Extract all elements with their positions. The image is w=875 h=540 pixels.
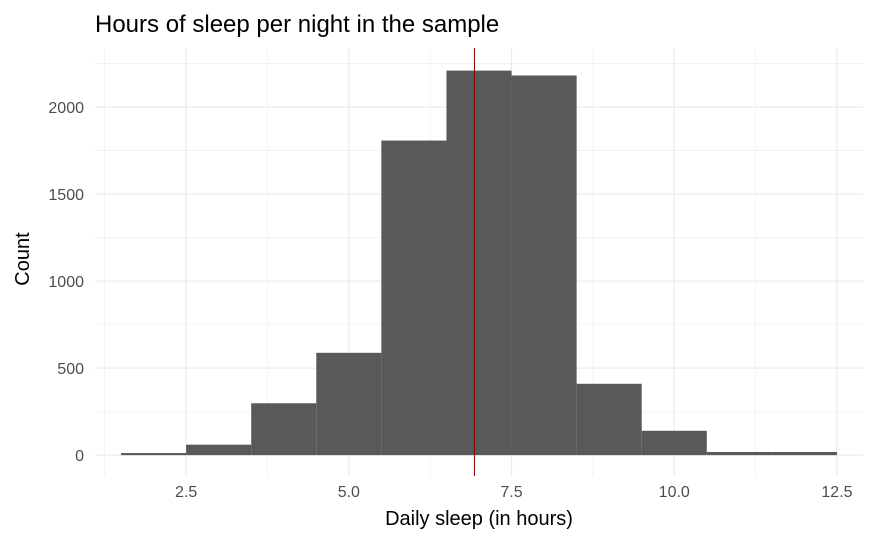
histogram-bar <box>771 451 837 456</box>
histogram-bar <box>446 70 512 456</box>
x-tick-label: 10.0 <box>659 484 690 501</box>
histogram-bar <box>316 352 382 456</box>
histogram-bars <box>121 70 837 456</box>
histogram-bar <box>121 453 187 456</box>
histogram-bar <box>641 430 707 456</box>
y-tick-label: 2000 <box>48 100 84 117</box>
x-tick-label: 12.5 <box>821 484 852 501</box>
histogram-bar <box>706 451 772 456</box>
y-axis-title: Count <box>12 232 34 286</box>
x-tick-label: 5.0 <box>338 484 360 501</box>
x-tick-label: 7.5 <box>500 484 522 501</box>
y-axis-ticks: 0 500 1000 1500 2000 <box>48 100 84 465</box>
x-axis-title: Daily sleep (in hours) <box>385 508 573 530</box>
histogram-bar <box>381 140 447 456</box>
x-tick-label: 2.5 <box>175 484 197 501</box>
histogram-bar <box>511 75 577 456</box>
y-tick-label: 500 <box>57 361 84 378</box>
histogram-bar <box>186 444 252 456</box>
y-tick-label: 1500 <box>48 187 84 204</box>
histogram-bar <box>576 383 642 456</box>
y-tick-label: 1000 <box>48 274 84 291</box>
histogram-bar <box>251 403 317 456</box>
y-tick-label: 0 <box>75 448 84 465</box>
x-axis-ticks: 2.5 5.0 7.5 10.0 12.5 <box>175 484 853 501</box>
chart-title: Hours of sleep per night in the sample <box>95 11 499 38</box>
